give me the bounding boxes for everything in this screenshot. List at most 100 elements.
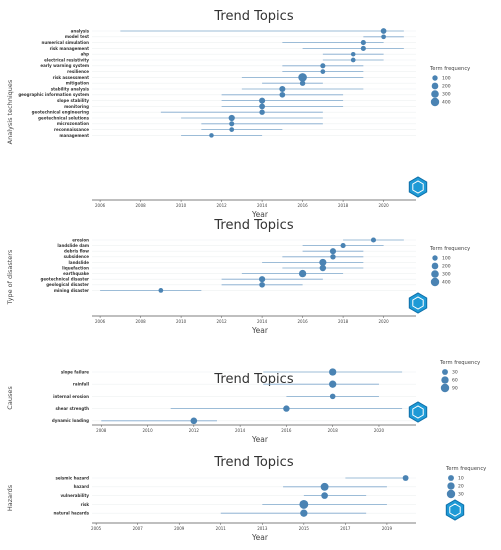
x-tick-label: 2008 [96,428,107,433]
x-axis-label: Year [251,326,269,335]
x-tick-label: 2009 [174,526,185,531]
legend-swatch [430,277,440,287]
legend-swatch [432,255,438,261]
legend-label: 200 [442,84,451,90]
category-label: risk [81,502,90,507]
category-label: subsidence [64,254,90,259]
x-axis-label: Year [251,533,269,542]
category-label: model test [65,34,89,39]
x-tick-label: 2005 [91,526,102,531]
topic-point [298,269,307,278]
x-tick-label: 2014 [257,319,268,324]
category-label: resilience [67,69,89,74]
topic-point [320,482,329,491]
topic-point [283,405,290,412]
topic-point [229,127,235,132]
category-label: mitigation [66,81,89,86]
legend-label: 30 [452,370,458,376]
x-tick-label: 2020 [379,319,390,324]
category-label: landslide dam [57,243,89,248]
category-label: vulnerability [60,493,89,498]
topic-point [259,97,266,104]
x-tick-label: 2011 [216,526,227,531]
legend-label: 10 [458,476,464,482]
x-tick-label: 2006 [95,203,106,208]
legend-swatch [440,383,450,393]
logo-badge-inner-icon [449,503,461,517]
x-tick-label: 2018 [338,319,349,324]
category-label: risk management [50,46,89,51]
legend-label: 100 [442,256,451,262]
legend-swatch [448,475,454,481]
x-tick-label: 2015 [299,526,310,531]
topic-point [279,91,286,98]
topic-point [402,475,409,481]
legend-label: 400 [442,100,451,106]
chart-panel-3: Trend Topics Causes slope failure rainfall i… [6,360,480,444]
category-label: internal erosion [53,394,89,399]
x-tick-label: 2017 [340,526,351,531]
legend-swatch [446,489,456,499]
x-tick-label: 2014 [235,428,246,433]
x-axis-label: Year [251,210,269,219]
logo-badge-inner-icon [412,296,424,310]
topic-point [370,237,377,243]
legend-label: 100 [442,76,451,82]
category-label: geotechnical solutions [38,115,89,120]
legend-swatch [430,97,440,107]
y-axis-label: Causes [6,386,14,410]
legend-title: Term frequency [429,66,470,72]
topic-point [259,109,265,115]
x-tick-label: 2007 [133,526,144,531]
logo-badge-inner-icon [412,180,424,194]
x-tick-label: 2016 [298,319,309,324]
topic-point [319,258,327,266]
topic-point [329,393,336,400]
category-label: electrical resistivity [44,57,89,62]
topic-point [228,114,235,122]
x-tick-label: 2013 [257,526,268,531]
topic-point [319,264,327,272]
legend-label: 300 [442,272,451,278]
topic-point [299,499,309,509]
category-label: mining disaster [54,288,89,293]
topic-point [259,103,266,110]
legend-label: 20 [458,484,464,490]
category-label: numerical simulation [42,40,90,45]
category-label: liquefaction [62,265,89,270]
x-tick-label: 2018 [328,428,339,433]
category-label: geographic information system [18,92,89,97]
logo-badge-inner-icon [412,405,424,419]
topic-point [329,248,337,255]
topic-point [320,69,326,74]
x-tick-label: 2010 [176,203,187,208]
chart-title: Trend Topics [213,218,293,233]
topic-point [350,57,356,63]
topic-point [259,276,266,283]
chart-title: Trend Topics [213,9,293,24]
topic-point [340,243,346,249]
topic-point [360,45,366,51]
category-label: slope failure [61,369,89,374]
topic-point [320,63,326,69]
category-label: risk assessment [53,75,89,80]
x-tick-label: 2010 [142,428,153,433]
legend-swatch [447,482,455,490]
category-label: management [59,133,89,138]
category-label: geological disaster [46,282,89,287]
category-label: rainfall [73,382,90,387]
legend-swatch [431,262,439,270]
y-axis-label: Type of disasters [6,249,14,305]
logo-badge-icon [408,176,428,198]
x-tick-label: 2020 [379,203,390,208]
logo-badge-icon [445,499,465,521]
topic-point [350,51,356,57]
category-label: slope stability [57,98,89,103]
legend-title: Term frequency [429,246,470,252]
category-label: geotechnical engineering [32,110,89,115]
x-tick-label: 2008 [136,319,147,324]
category-label: hazard [74,484,90,489]
chart-title: Trend Topics [213,455,293,470]
x-tick-label: 2016 [281,428,292,433]
